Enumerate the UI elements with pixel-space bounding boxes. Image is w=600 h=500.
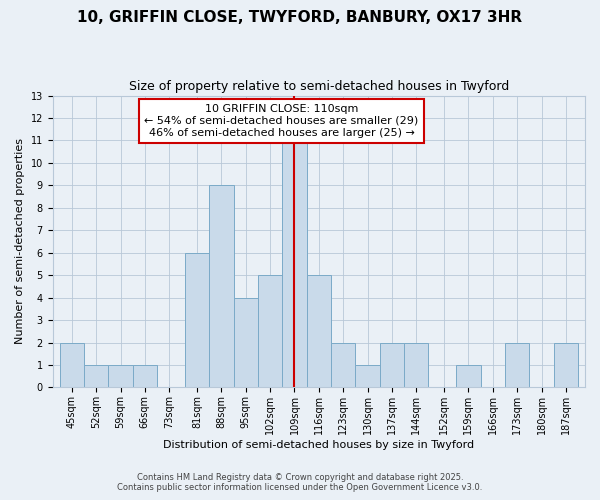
Bar: [84, 365, 109, 388]
Bar: [233, 298, 258, 388]
Bar: [554, 342, 578, 388]
Title: Size of property relative to semi-detached houses in Twyford: Size of property relative to semi-detach…: [129, 80, 509, 93]
X-axis label: Distribution of semi-detached houses by size in Twyford: Distribution of semi-detached houses by …: [163, 440, 475, 450]
Bar: [331, 342, 355, 388]
Bar: [505, 342, 529, 388]
Bar: [185, 252, 209, 388]
Bar: [209, 186, 233, 388]
Text: Contains HM Land Registry data © Crown copyright and database right 2025.
Contai: Contains HM Land Registry data © Crown c…: [118, 473, 482, 492]
Text: 10 GRIFFIN CLOSE: 110sqm
← 54% of semi-detached houses are smaller (29)
46% of s: 10 GRIFFIN CLOSE: 110sqm ← 54% of semi-d…: [145, 104, 419, 138]
Text: 10, GRIFFIN CLOSE, TWYFORD, BANBURY, OX17 3HR: 10, GRIFFIN CLOSE, TWYFORD, BANBURY, OX1…: [77, 10, 523, 25]
Bar: [133, 365, 157, 388]
Bar: [307, 275, 331, 388]
Y-axis label: Number of semi-detached properties: Number of semi-detached properties: [15, 138, 25, 344]
Bar: [404, 342, 428, 388]
Bar: [109, 365, 133, 388]
Bar: [380, 342, 404, 388]
Bar: [59, 342, 84, 388]
Bar: [355, 365, 380, 388]
Bar: [456, 365, 481, 388]
Bar: [282, 140, 307, 388]
Bar: [258, 275, 282, 388]
